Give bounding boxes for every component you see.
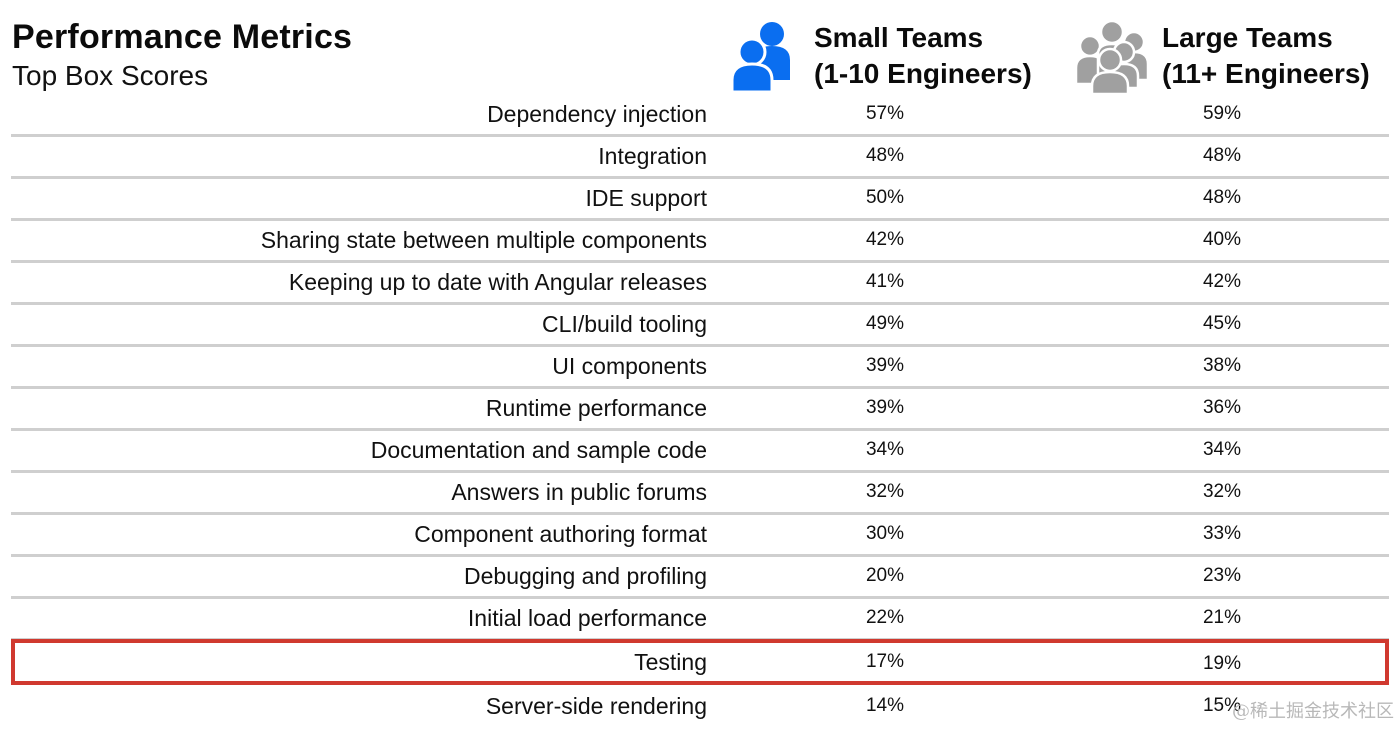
metric-label: CLI/build tooling	[542, 311, 707, 337]
small-team-value: 41%	[865, 271, 905, 292]
small-team-value: 39%	[865, 397, 905, 418]
metric-label: UI components	[552, 353, 707, 379]
large-team-value: 40%	[1202, 229, 1242, 250]
small-team-value: 42%	[865, 229, 905, 250]
small-team-value: 39%	[865, 355, 905, 376]
table-row-highlighted: Testing 17% 19%	[11, 641, 1389, 687]
table-row: IDE support 50% 48%	[11, 179, 1389, 221]
metric-label: Keeping up to date with Angular releases	[288, 269, 707, 295]
table-row: Dependency injection 57% 59%	[11, 95, 1389, 137]
metric-label: Answers in public forums	[451, 479, 707, 505]
table-row: CLI/build tooling 49% 45%	[11, 305, 1389, 347]
large-team-icon	[1074, 19, 1150, 94]
metric-label: Initial load performance	[467, 605, 707, 631]
small-team-value: 32%	[865, 481, 905, 502]
table-row: Keeping up to date with Angular releases…	[11, 263, 1389, 305]
small-team-value: 57%	[865, 103, 905, 124]
metrics-table: Dependency injection 57% 59% Integration…	[11, 95, 1389, 729]
small-team-value: 22%	[865, 607, 905, 628]
large-team-value: 48%	[1202, 187, 1242, 208]
table-row: Initial load performance 22% 21%	[11, 599, 1389, 641]
watermark: @稀土掘金技术社区	[1232, 701, 1394, 722]
metric-label: Integration	[598, 143, 707, 169]
small-team-value: 49%	[865, 313, 905, 334]
page-subtitle: Top Box Scores	[12, 60, 209, 91]
large-team-value: 34%	[1202, 439, 1242, 460]
table-row: UI components 39% 38%	[11, 347, 1389, 389]
small-teams-subtitle: (1-10 Engineers)	[814, 58, 1032, 89]
large-team-value: 21%	[1202, 607, 1242, 628]
table-row: Runtime performance 39% 36%	[11, 389, 1389, 431]
table-row: Component authoring format 30% 33%	[11, 515, 1389, 557]
metric-label: Debugging and profiling	[464, 563, 707, 589]
column-header-small-teams: Small Teams (1-10 Engineers)	[730, 18, 1032, 94]
table-row: Documentation and sample code 34% 34%	[11, 431, 1389, 473]
small-team-value: 17%	[865, 651, 905, 672]
large-team-value: 36%	[1202, 397, 1242, 418]
metric-label: Testing	[634, 649, 707, 675]
metric-label: Component authoring format	[414, 521, 707, 547]
page-title: Performance Metrics	[12, 18, 353, 56]
large-teams-subtitle: (11+ Engineers)	[1162, 58, 1370, 89]
large-team-value: 38%	[1202, 355, 1242, 376]
metric-label: Documentation and sample code	[370, 437, 707, 463]
large-team-value: 19%	[1202, 653, 1242, 674]
table-row: Debugging and profiling 20% 23%	[11, 557, 1389, 599]
small-team-value: 20%	[865, 565, 905, 586]
small-team-value: 30%	[865, 523, 905, 544]
large-team-value: 32%	[1202, 481, 1242, 502]
large-team-value: 42%	[1202, 271, 1242, 292]
metric-label: IDE support	[585, 185, 707, 211]
metric-label: Runtime performance	[485, 395, 707, 421]
metric-label: Dependency injection	[487, 101, 707, 127]
large-teams-title: Large Teams	[1162, 22, 1333, 53]
large-team-value: 23%	[1202, 565, 1242, 586]
small-team-value: 14%	[865, 695, 905, 716]
small-team-value: 50%	[865, 187, 905, 208]
small-team-value: 34%	[865, 439, 905, 460]
table-row: Integration 48% 48%	[11, 137, 1389, 179]
large-team-value: 48%	[1202, 145, 1242, 166]
small-team-icon	[730, 22, 790, 94]
large-team-value: 33%	[1202, 523, 1242, 544]
large-team-value: 45%	[1202, 313, 1242, 334]
small-team-value: 48%	[865, 145, 905, 166]
large-team-value: 59%	[1202, 103, 1242, 124]
table-row: Server-side rendering 14% 15%	[11, 687, 1389, 729]
table-row: Answers in public forums 32% 32%	[11, 473, 1389, 515]
table-row: Sharing state between multiple component…	[11, 221, 1389, 263]
small-teams-title: Small Teams	[814, 22, 984, 53]
metric-label: Server-side rendering	[485, 693, 707, 719]
column-header-large-teams: Large Teams (11+ Engineers)	[1074, 18, 1370, 94]
large-team-value: 15%	[1202, 695, 1242, 716]
metric-label: Sharing state between multiple component…	[260, 227, 707, 253]
